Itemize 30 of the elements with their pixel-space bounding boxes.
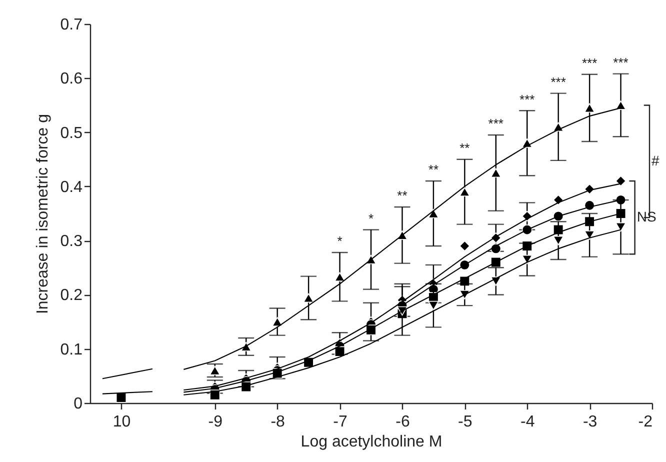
x-tick-label: 10 — [112, 414, 131, 430]
annotation: ** — [460, 140, 470, 156]
y-tick-label: 0.3 — [60, 233, 83, 250]
annotation: *** — [550, 74, 566, 90]
annotation: * — [368, 210, 374, 226]
annotation: *** — [613, 55, 628, 70]
y-axis-title: Increase in isometric force g — [34, 114, 52, 314]
x-tick-label: -2 — [638, 414, 653, 430]
y-tick-label: 0.2 — [60, 287, 83, 304]
y-tick-label: 0.1 — [60, 341, 83, 358]
x-tick-label: -6 — [396, 414, 410, 430]
annotation: * — [337, 234, 342, 249]
annotation: *** — [488, 116, 504, 132]
annotation: # — [652, 152, 660, 168]
annotation: ** — [428, 162, 439, 178]
x-tick-label: -5 — [458, 414, 472, 430]
x-axis-title: Log acetylcholine M — [300, 434, 442, 450]
y-tick-label: 0 — [74, 396, 83, 412]
x-tick-label: -9 — [208, 414, 223, 430]
y-tick-label: 0.6 — [60, 70, 83, 88]
x-tick-label: -8 — [270, 414, 286, 430]
y-tick-label: 0.7 — [60, 16, 83, 34]
x-tick-label: -3 — [582, 414, 598, 430]
x-tick-label: -4 — [520, 414, 535, 430]
y-tick-label: 0.5 — [60, 124, 83, 142]
annotation: *** — [582, 56, 598, 71]
x-tick-label: -7 — [333, 414, 348, 430]
y-tick-label: 0.4 — [60, 178, 83, 196]
annotation: *** — [520, 92, 535, 107]
annotation: ** — [397, 188, 408, 204]
